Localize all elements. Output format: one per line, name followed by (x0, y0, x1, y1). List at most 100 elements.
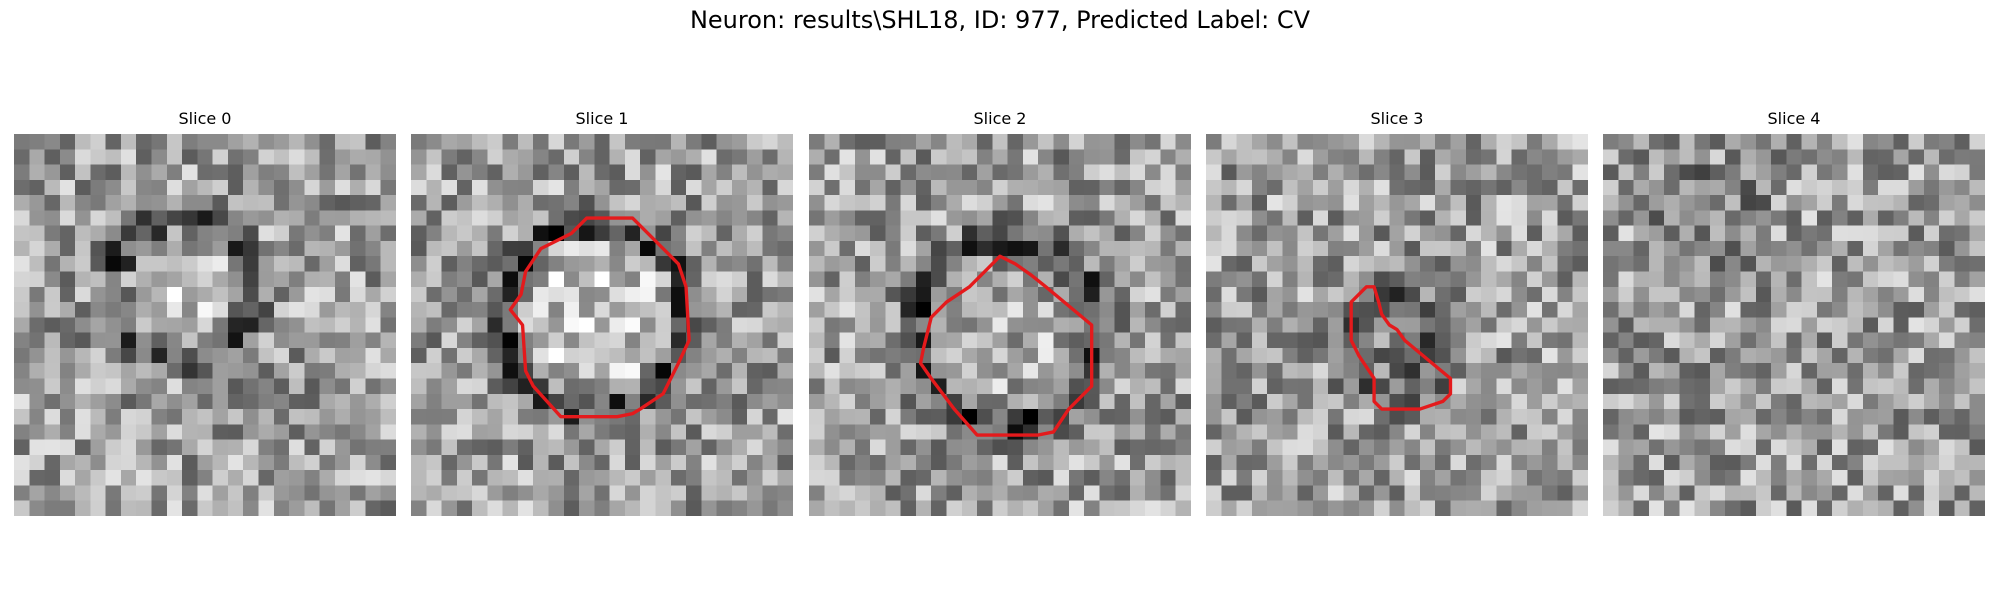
image-pixel (105, 149, 122, 165)
image-pixel (670, 500, 687, 516)
image-pixel (1435, 210, 1451, 226)
image-pixel (1465, 317, 1482, 333)
image-pixel (59, 240, 76, 257)
image-pixel (624, 286, 641, 303)
image-pixel (182, 378, 198, 395)
image-pixel (1740, 302, 1757, 318)
image-pixel (1007, 454, 1024, 471)
image-pixel (1908, 256, 1925, 272)
image-pixel (1679, 134, 1695, 150)
image-pixel (946, 424, 963, 440)
image-pixel (1145, 485, 1161, 502)
image-pixel (1878, 164, 1894, 181)
image-pixel (1312, 485, 1329, 502)
image-pixel (380, 439, 396, 456)
image-pixel (670, 210, 687, 226)
image-pixel (29, 195, 45, 211)
image-pixel (579, 347, 595, 364)
image-pixel (1740, 179, 1757, 196)
image-pixel (14, 271, 30, 288)
image-pixel (1022, 485, 1039, 502)
image-pixel (1297, 378, 1314, 395)
image-pixel (334, 179, 351, 196)
image-pixel (1465, 409, 1482, 425)
image-pixel (487, 317, 503, 333)
image-pixel (44, 485, 61, 502)
image-pixel (1343, 271, 1360, 288)
image-pixel (1419, 454, 1436, 471)
image-pixel (1297, 240, 1314, 257)
image-pixel (824, 149, 840, 165)
image-pixel (1923, 470, 1940, 486)
image-pixel (304, 240, 320, 257)
image-pixel (426, 240, 442, 257)
image-pixel (1969, 439, 1985, 456)
image-pixel (1007, 271, 1024, 288)
image-pixel (136, 164, 152, 181)
image-pixel (29, 332, 45, 349)
image-pixel (870, 256, 886, 272)
image-pixel (1175, 286, 1191, 303)
image-pixel (1099, 332, 1115, 349)
image-pixel (533, 424, 549, 440)
image-pixel (1221, 332, 1237, 349)
image-pixel (686, 179, 702, 196)
image-pixel (487, 347, 503, 364)
image-pixel (14, 439, 30, 456)
image-pixel (777, 378, 793, 395)
image-pixel (1419, 271, 1436, 288)
image-pixel (777, 500, 793, 516)
image-pixel (1801, 271, 1818, 288)
image-pixel (1358, 424, 1375, 440)
image-pixel (1526, 302, 1543, 318)
image-pixel (456, 485, 473, 502)
image-pixel (1511, 454, 1528, 471)
image-pixel (1328, 149, 1344, 165)
image-pixel (1786, 347, 1802, 364)
image-pixel (946, 317, 963, 333)
image-pixel (273, 256, 290, 272)
image-pixel (1358, 302, 1375, 318)
image-pixel (854, 439, 871, 456)
image-pixel (212, 332, 229, 349)
image-pixel (136, 332, 152, 349)
image-pixel (809, 332, 825, 349)
image-pixel (258, 424, 275, 440)
image-pixel (1206, 134, 1222, 150)
image-pixel (1969, 347, 1985, 364)
image-pixel (977, 302, 993, 318)
image-pixel (90, 485, 106, 502)
image-pixel (151, 317, 168, 333)
image-pixel (1129, 393, 1146, 410)
image-pixel (1389, 302, 1405, 318)
image-pixel (670, 378, 687, 395)
image-pixel (517, 225, 534, 242)
image-pixel (1801, 256, 1818, 272)
image-pixel (1603, 225, 1619, 242)
image-pixel (701, 210, 717, 226)
image-pixel (1557, 149, 1574, 165)
panel-title: Slice 2 (973, 109, 1027, 128)
image-pixel (1450, 225, 1467, 242)
image-pixel (1709, 225, 1726, 242)
image-pixel (1709, 210, 1726, 226)
image-pixel (1358, 393, 1375, 410)
image-pixel (487, 393, 503, 410)
image-pixel (1358, 409, 1375, 425)
image-pixel (809, 134, 825, 150)
image-pixel (1343, 378, 1360, 395)
image-pixel (870, 317, 886, 333)
image-pixel (243, 424, 259, 440)
image-pixel (502, 225, 519, 242)
image-pixel (1328, 409, 1344, 425)
image-pixel (273, 332, 290, 349)
image-pixel (1709, 302, 1726, 318)
image-pixel (334, 210, 351, 226)
image-pixel (1114, 271, 1131, 288)
image-pixel (1511, 439, 1528, 456)
image-pixel (1251, 240, 1268, 257)
image-pixel (1465, 500, 1482, 516)
image-pixel (1496, 210, 1512, 226)
image-pixel (1816, 454, 1833, 471)
image-pixel (1022, 195, 1039, 211)
